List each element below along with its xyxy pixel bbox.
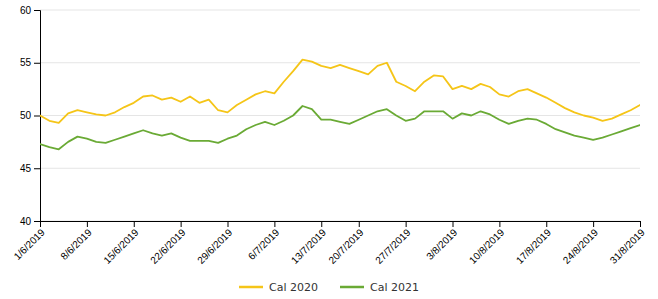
x-tick: 13/7/2019 [289, 221, 329, 266]
grid-line [40, 10, 640, 11]
grid [40, 10, 640, 221]
legend-swatch [340, 286, 364, 289]
y-tick: 60 [20, 5, 40, 16]
x-tick: 1/6/2019 [12, 221, 48, 262]
x-tick-label: 24/8/2019 [561, 226, 601, 266]
x-tick: 20/7/2019 [326, 221, 366, 266]
x-axis-line [41, 222, 641, 228]
y-tick-label: 50 [20, 110, 32, 121]
y-axis-line [34, 11, 41, 222]
x-tick-label: 6/7/2019 [246, 226, 282, 262]
y-tick-mark [34, 168, 40, 169]
y-tick: 45 [20, 163, 40, 174]
x-tick: 3/8/2019 [424, 221, 460, 262]
x-tick-mark [406, 221, 407, 227]
y-tick-mark [34, 10, 40, 11]
x-tick-mark [87, 221, 88, 227]
x-tick-label: 27/7/2019 [373, 226, 413, 266]
x-tick: 8/6/2019 [58, 221, 94, 262]
legend-item: Cal 2020 [239, 281, 318, 294]
x-tick-label: 1/6/2019 [12, 226, 48, 262]
series-line [40, 106, 640, 149]
plot: 40 45 50 55 60 1/6/2019 8/6/201915/6/201922/6/… [12, 5, 648, 266]
x-tick-mark [134, 221, 135, 227]
y-tick-mark [34, 63, 40, 64]
x-tick-label: 8/6/2019 [58, 226, 94, 262]
y-tick-label: 45 [20, 163, 32, 174]
x-tick-mark [228, 221, 229, 227]
x-tick-mark [593, 221, 594, 227]
x-tick: 29/6/2019 [195, 221, 235, 266]
x-tick-label: 29/6/2019 [195, 226, 235, 266]
x-tick-mark [181, 221, 182, 227]
grid-line [40, 62, 640, 63]
x-tick-label: 15/6/2019 [101, 226, 141, 266]
x-tick: 10/8/2019 [467, 221, 507, 266]
y-tick: 40 [20, 216, 40, 227]
x-tick-label: 13/7/2019 [289, 226, 329, 266]
x-tick-label: 31/8/2019 [608, 226, 648, 266]
legend-label: Cal 2021 [370, 281, 419, 294]
x-tick-mark [321, 221, 322, 227]
x-tick-label: 10/8/2019 [467, 226, 507, 266]
legend: Cal 2020 Cal 2021 [239, 281, 419, 294]
legend-swatch [239, 286, 263, 289]
x-tick: 17/8/2019 [514, 221, 554, 266]
grid-line [40, 115, 640, 116]
x-tick: 31/8/2019 [608, 221, 648, 266]
x-tick-mark [546, 221, 547, 227]
x-tick: 6/7/2019 [246, 221, 282, 262]
series-line [40, 60, 640, 123]
x-tick: 24/8/2019 [561, 221, 601, 266]
x-tick-mark [453, 221, 454, 227]
legend-label: Cal 2020 [269, 281, 318, 294]
x-tick-mark [40, 221, 41, 227]
y-tick: 55 [20, 57, 40, 68]
y-axis: 40 45 50 55 60 [20, 5, 41, 227]
x-tick: 22/6/2019 [148, 221, 188, 266]
x-tick-label: 22/6/2019 [148, 226, 188, 266]
y-tick-label: 40 [20, 216, 32, 227]
x-tick: 15/6/2019 [101, 221, 141, 266]
grid-line [40, 168, 640, 169]
y-tick-mark [34, 221, 40, 222]
x-tick-mark [640, 221, 641, 227]
x-tick-mark [359, 221, 360, 227]
x-tick-label: 3/8/2019 [424, 226, 460, 262]
x-tick-mark [274, 221, 275, 227]
y-tick-label: 55 [20, 57, 32, 68]
x-tick-label: 20/7/2019 [326, 226, 366, 266]
x-tick-label: 17/8/2019 [514, 226, 554, 266]
y-tick-mark [34, 116, 40, 117]
legend-item: Cal 2021 [340, 281, 419, 294]
chart: 40 45 50 55 60 1/6/2019 8/6/201915/6/201922/6/… [0, 0, 658, 299]
y-tick: 50 [20, 110, 40, 121]
x-tick-mark [499, 221, 500, 227]
x-axis: 1/6/2019 8/6/201915/6/201922/6/201929/6/2… [12, 221, 648, 266]
x-tick: 27/7/2019 [373, 221, 413, 266]
y-tick-label: 60 [20, 5, 32, 16]
lines [40, 60, 640, 150]
